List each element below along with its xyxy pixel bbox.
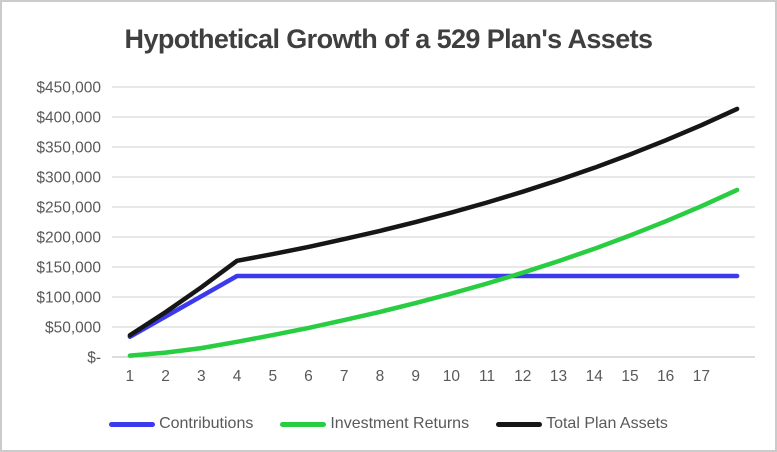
legend-label: Contributions bbox=[159, 415, 254, 432]
x-tick-label: 6 bbox=[304, 368, 313, 385]
legend: Contributions Investment Returns Total Pla… bbox=[2, 411, 775, 437]
legend-line-swatch bbox=[496, 421, 543, 427]
series-line-total-plan-assets bbox=[127, 106, 740, 338]
x-tick-label: 2 bbox=[161, 368, 170, 385]
x-tick-label: 17 bbox=[693, 368, 710, 385]
legend-label: Total Plan Assets bbox=[546, 415, 668, 432]
x-tick-label: 9 bbox=[411, 368, 420, 385]
series-line-contributions bbox=[127, 273, 740, 340]
x-tick-label: 10 bbox=[443, 368, 461, 385]
x-tick-label: 15 bbox=[621, 368, 638, 385]
legend-line-swatch bbox=[280, 421, 327, 427]
legend-label: Investment Returns bbox=[330, 415, 470, 432]
y-tick-label: $400,000 bbox=[36, 110, 101, 127]
chart-title: Hypothetical Growth of a 529 Plan's Asse… bbox=[124, 24, 653, 54]
legend-line-swatch bbox=[109, 421, 156, 427]
series-line-investment-returns bbox=[127, 187, 740, 358]
y-tick-label: $350,000 bbox=[36, 140, 101, 157]
y-tick-label: $150,000 bbox=[36, 260, 101, 277]
y-tick-label: $250,000 bbox=[36, 200, 101, 217]
legend-item-total-plan-assets: Total Plan Assets bbox=[496, 415, 668, 433]
x-tick-label: 12 bbox=[514, 368, 531, 385]
x-tick-label: 1 bbox=[126, 368, 135, 385]
y-tick-label: $100,000 bbox=[36, 290, 101, 307]
y-tick-label: $200,000 bbox=[36, 230, 101, 247]
x-tick-label: 5 bbox=[268, 368, 277, 385]
y-tick-label: $450,000 bbox=[36, 80, 101, 97]
y-tick-label: $- bbox=[87, 350, 101, 367]
x-tick-label: 8 bbox=[376, 368, 385, 385]
legend-item-investment-returns: Investment Returns bbox=[280, 415, 469, 433]
x-tick-label: 4 bbox=[233, 368, 242, 385]
x-tick-label: 13 bbox=[550, 368, 567, 385]
y-tick-label: $300,000 bbox=[36, 170, 101, 187]
x-tick-label: 16 bbox=[657, 368, 674, 385]
x-tick-label: 14 bbox=[586, 368, 604, 385]
y-tick-label: $50,000 bbox=[45, 320, 101, 337]
x-tick-label: 11 bbox=[479, 368, 495, 385]
x-tick-label: 3 bbox=[197, 368, 206, 385]
legend-item-contributions: Contributions bbox=[109, 415, 253, 433]
x-tick-label: 7 bbox=[340, 368, 349, 385]
